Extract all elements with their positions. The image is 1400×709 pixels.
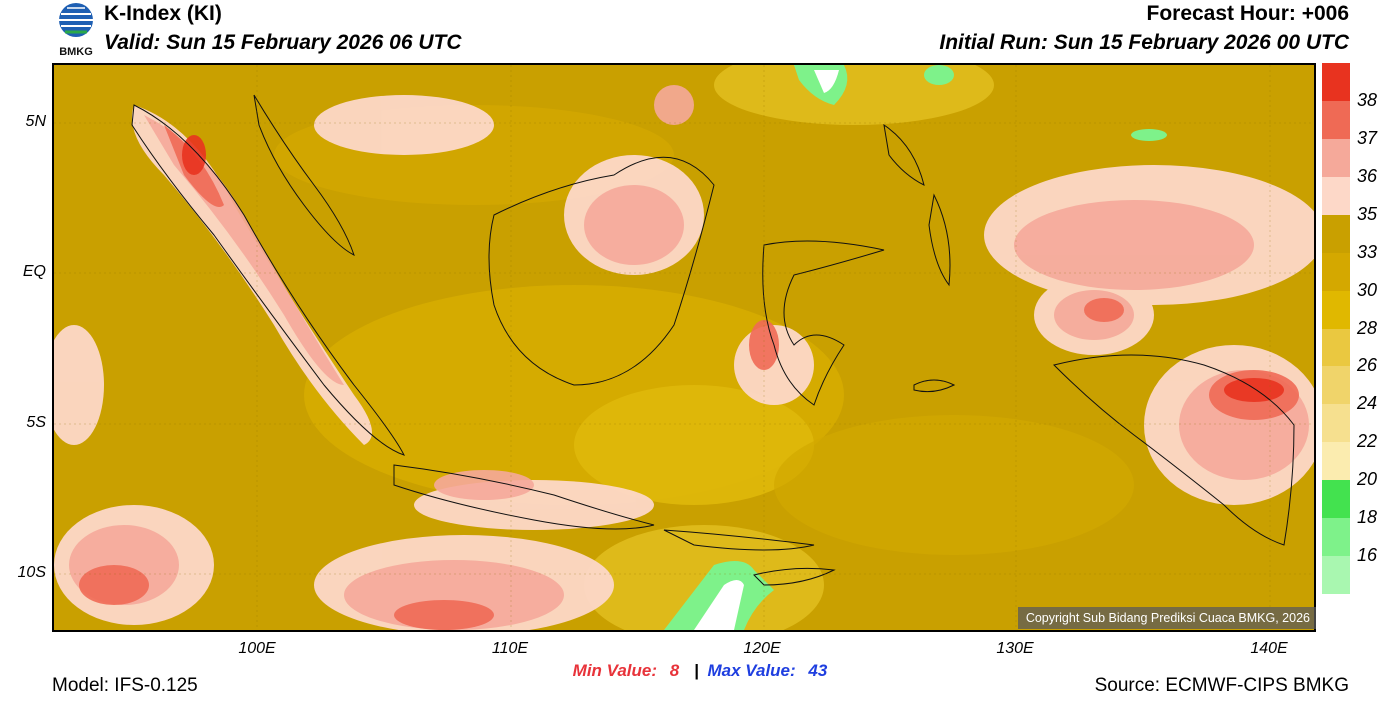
colorbar-label: 28 bbox=[1357, 317, 1378, 338]
lat-label-10s: 10S bbox=[17, 564, 46, 581]
data-source: Source: ECMWF-CIPS BMKG bbox=[1094, 675, 1349, 696]
colorbar-label: 16 bbox=[1357, 545, 1378, 566]
colorbar bbox=[1322, 63, 1350, 633]
valid-time: Valid: Sun 15 February 2026 06 UTC bbox=[104, 31, 462, 54]
min-label: Min Value: bbox=[572, 661, 658, 680]
colorbar-segment bbox=[1322, 480, 1350, 519]
colorbar-segment bbox=[1322, 366, 1350, 405]
colorbar-segment bbox=[1322, 63, 1350, 102]
copyright-note: Copyright Sub Bidang Prediksi Cuaca BMKG… bbox=[1017, 607, 1316, 629]
colorbar-segment bbox=[1322, 594, 1350, 633]
colorbar-label: 33 bbox=[1357, 241, 1378, 262]
lat-label-eq: EQ bbox=[22, 263, 46, 280]
lon-label-110e: 110E bbox=[491, 640, 529, 657]
max-value: 43 bbox=[808, 661, 828, 680]
colorbar-label: 20 bbox=[1357, 469, 1378, 490]
colorbar-label: 37 bbox=[1357, 127, 1378, 148]
colorbar-label: 30 bbox=[1357, 279, 1378, 300]
colorbar-segment bbox=[1322, 176, 1350, 216]
colorbar-segment bbox=[1322, 100, 1350, 140]
map-title: K-Index (KI) bbox=[104, 2, 222, 25]
colorbar-segment bbox=[1322, 518, 1350, 557]
min-max-values: Min Value: 8 | Max Value: 43 bbox=[0, 661, 1400, 681]
lat-label-5n: 5N bbox=[25, 113, 46, 130]
colorbar-segment bbox=[1322, 328, 1350, 367]
colorbar-label: 38 bbox=[1357, 89, 1378, 110]
lon-label-100e: 100E bbox=[238, 640, 276, 657]
max-label: Max Value: bbox=[707, 661, 796, 680]
colorbar-segment bbox=[1322, 214, 1350, 254]
colorbar-label: 22 bbox=[1357, 431, 1378, 452]
bmkg-logo bbox=[52, 0, 100, 60]
lon-label-130e: 130E bbox=[996, 640, 1034, 657]
colorbar-segment bbox=[1322, 290, 1350, 330]
lat-label-5s: 5S bbox=[26, 414, 46, 431]
colorbar-label: 24 bbox=[1357, 393, 1378, 414]
model-name: Model: IFS-0.125 bbox=[52, 675, 198, 696]
colorbar-segment bbox=[1322, 252, 1350, 292]
initial-run: Initial Run: Sun 15 February 2026 00 UTC bbox=[939, 31, 1349, 54]
forecast-hour: Forecast Hour: +006 bbox=[1146, 2, 1350, 25]
logo-text: BMKG bbox=[59, 46, 93, 58]
lon-label-120e: 120E bbox=[743, 640, 781, 657]
value-separator: | bbox=[693, 661, 699, 680]
colorbar-segment bbox=[1322, 442, 1350, 481]
lon-label-140e: 140E bbox=[1250, 640, 1288, 657]
colorbar-label: 35 bbox=[1357, 203, 1378, 224]
min-value: 8 bbox=[669, 661, 680, 680]
colorbar-segment bbox=[1322, 556, 1350, 595]
colorbar-segment bbox=[1322, 138, 1350, 178]
k-index-map[interactable] bbox=[52, 63, 1316, 632]
colorbar-label: 26 bbox=[1357, 355, 1378, 376]
colorbar-label: 36 bbox=[1357, 165, 1378, 186]
colorbar-label: 18 bbox=[1357, 507, 1378, 528]
colorbar-segment bbox=[1322, 404, 1350, 443]
